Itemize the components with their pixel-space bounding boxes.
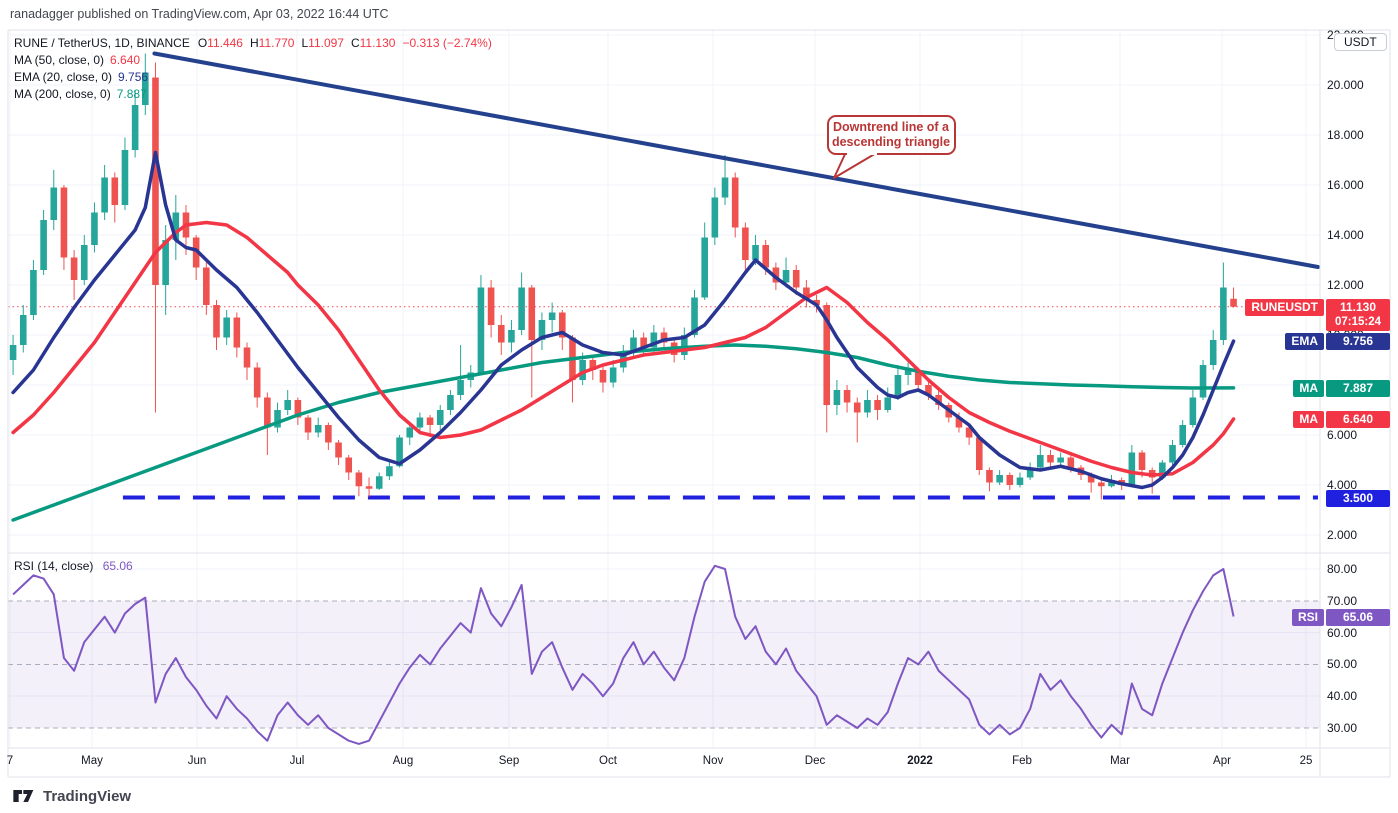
rsi-legend-label: RSI (14, close) [14,559,94,573]
price-tick-label: 14.000 [1327,228,1364,242]
ema-badge-value: 9.756 [1326,333,1390,350]
ema-badge-label: EMA [1285,333,1324,350]
annotation-line1: Downtrend line of a [833,120,950,134]
ohlc-item: H11.770 [249,36,295,50]
time-tick-label: Sep [498,755,520,767]
ma50-badge-label: MA [1293,411,1324,428]
tradingview-logo[interactable]: TradingView [12,786,131,806]
downtrend-trendline[interactable] [152,51,1320,269]
price-tick-label: 12.000 [1327,278,1364,292]
indicator-legend-row[interactable]: EMA (20, close, 0) 9.756 [14,70,149,84]
price-tick-label: 20.000 [1327,78,1364,92]
time-tick-label: Mar [1110,755,1130,767]
time-tick-label: Jul [289,755,305,767]
ma200-badge-label: MA [1293,380,1324,397]
ohlc-item: C11.130 [350,36,396,50]
change-value: −0.313 (−2.74%) [402,36,492,50]
annotation-line2: descending triangle [832,135,950,149]
time-tick-label: Feb [1012,755,1032,767]
rsi-tick-label: 60.00 [1327,625,1358,640]
time-tick-label: Aug [392,755,414,767]
price-tick-label: 18.000 [1327,128,1364,142]
time-tick-label: 7 [6,755,14,767]
ma50-badge: MA 6.640 [1293,411,1390,428]
ma200-badge-value: 7.887 [1326,380,1390,397]
last-price-value: 11.130 [1339,300,1377,314]
rsi-tick-label: 80.00 [1327,562,1358,576]
time-tick-label: Jun [187,755,207,767]
indicator-legend-row[interactable]: MA (50, close, 0) 6.640 [14,53,141,67]
rsi-legend-value: 65.06 [102,559,133,573]
ma200-badge: MA 7.887 [1293,380,1390,397]
rsi-tick-label: 40.00 [1327,689,1358,704]
time-tick-label: Dec [804,755,826,767]
ohlc-values: O11.446 H11.770 L11.097 C11.130 −0.313 (−2.7… [198,36,492,50]
bar-countdown: 07:15:24 [1334,316,1382,328]
symbol-badge-label: RUNEUSDT [1245,299,1324,316]
ema-badge: EMA 9.756 [1285,333,1390,350]
support-badge-value: 3.500 [1326,490,1390,507]
indicator-legend-row[interactable]: MA (200, close, 0) 7.887 [14,87,147,101]
currency-unit-button[interactable]: USDT [1334,33,1387,51]
rsi-line[interactable] [12,564,1235,745]
ma50-badge-value: 6.640 [1326,411,1390,428]
chart-legend[interactable]: RUNE / TetherUS, 1D, BINANCE O11.446 H11.7… [14,35,492,103]
support-level-badge: 3.500 [1326,490,1390,507]
ohlc-item: L11.097 [301,36,344,50]
ema20-line[interactable] [11,150,1236,490]
ma50-line[interactable] [11,220,1236,477]
time-tick-label: May [81,755,103,767]
rsi-tick-label: 50.00 [1327,657,1358,672]
rsi-badge: RSI 65.06 [1291,609,1390,626]
candlestick-series[interactable] [9,53,1237,500]
rsi-tick-label: 30.00 [1327,721,1358,735]
time-tick-label: 2022 [907,755,933,767]
rsi-badge-value: 65.06 [1326,609,1390,626]
price-tick-label: 4.000 [1327,478,1358,492]
tradingview-logo-icon [13,790,34,802]
rsi-badge-label: RSI [1291,609,1324,626]
price-tick-label: 16.000 [1327,178,1364,192]
ohlc-item: O11.446 [197,36,243,50]
symbol-row[interactable]: RUNE / TetherUS, 1D, BINANCE O11.446 H11.7… [14,35,492,52]
time-tick-label: Nov [702,755,724,767]
rsi-legend[interactable]: RSI (14, close) 65.06 [14,559,133,573]
symbol-title: RUNE / TetherUS, 1D, BINANCE [14,36,190,50]
tradingview-logo-text: TradingView [43,787,132,805]
time-tick-label: Oct [599,755,617,767]
price-tick-label: 2.000 [1327,528,1358,542]
time-tick-label: 25 [1299,755,1313,767]
rsi-tick-label: 70.00 [1327,593,1358,608]
attribution-text: ranadagger published on TradingView.com,… [10,7,389,21]
price-tick-label: 6.000 [1327,428,1358,442]
last-price-badge: RUNEUSDT 11.130 07:15:24 [1245,299,1390,331]
time-tick-label: Apr [1213,755,1231,767]
